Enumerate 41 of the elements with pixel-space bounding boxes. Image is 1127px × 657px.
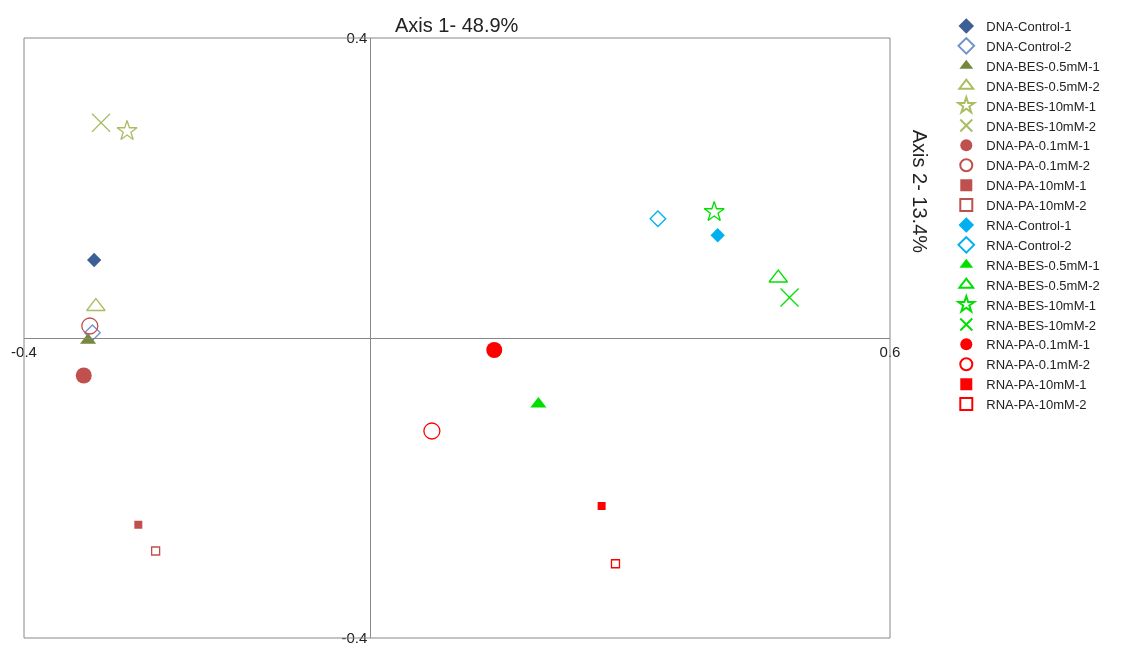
- legend-label: RNA-PA-10mM-2: [986, 397, 1087, 413]
- legend-label: RNA-BES-0.5mM-1: [986, 257, 1100, 273]
- legend-label: DNA-PA-10mM-1: [986, 178, 1087, 194]
- legend-label: DNA-BES-0.5mM-2: [986, 78, 1100, 94]
- legend-label: RNA-BES-10mM-2: [986, 317, 1097, 333]
- point: [423, 422, 441, 440]
- point: [75, 367, 92, 384]
- legend-label: DNA-PA-0.1mM-1: [986, 138, 1091, 154]
- y-axis-title: Axis 2- 13.4%: [909, 129, 932, 254]
- point: [597, 502, 606, 510]
- x-axis-title: Axis 1- 48.9%: [395, 14, 519, 36]
- legend-label: RNA-BES-10mM-1: [986, 297, 1097, 313]
- legend-label: DNA-Control-2: [986, 38, 1072, 54]
- legend-label: RNA-BES-0.5mM-2: [986, 277, 1100, 293]
- point: [91, 113, 111, 133]
- legend-label: DNA-Control-1: [986, 19, 1072, 35]
- point: [703, 200, 725, 222]
- legend-label: DNA-PA-10mM-2: [986, 198, 1087, 214]
- legend-label: RNA-PA-0.1mM-1: [986, 337, 1091, 353]
- point: [83, 324, 101, 342]
- point: [85, 297, 106, 312]
- point: [779, 287, 800, 308]
- point: [710, 228, 725, 243]
- legend-label: DNA-BES-0.5mM-1: [986, 58, 1100, 74]
- legend-label: DNA-BES-10mM-1: [986, 98, 1097, 114]
- point: [87, 252, 102, 268]
- legend-label: DNA-BES-10mM-2: [986, 118, 1097, 134]
- point: [150, 546, 161, 556]
- legend-label: RNA-Control-2: [986, 237, 1072, 253]
- x-tick-label: 0.6: [879, 343, 901, 360]
- point: [649, 210, 667, 228]
- legend-label: RNA-Control-1: [986, 218, 1072, 234]
- legend-label: RNA-PA-0.1mM-2: [986, 357, 1091, 373]
- point: [610, 559, 621, 569]
- legend-label: RNA-PA-10mM-1: [986, 377, 1087, 393]
- point: [486, 342, 503, 358]
- point: [81, 317, 99, 335]
- legend-label: DNA-PA-0.1mM-2: [986, 158, 1091, 174]
- point: [116, 119, 138, 141]
- y-tick-label: 0.4: [346, 29, 368, 47]
- point: [134, 520, 143, 529]
